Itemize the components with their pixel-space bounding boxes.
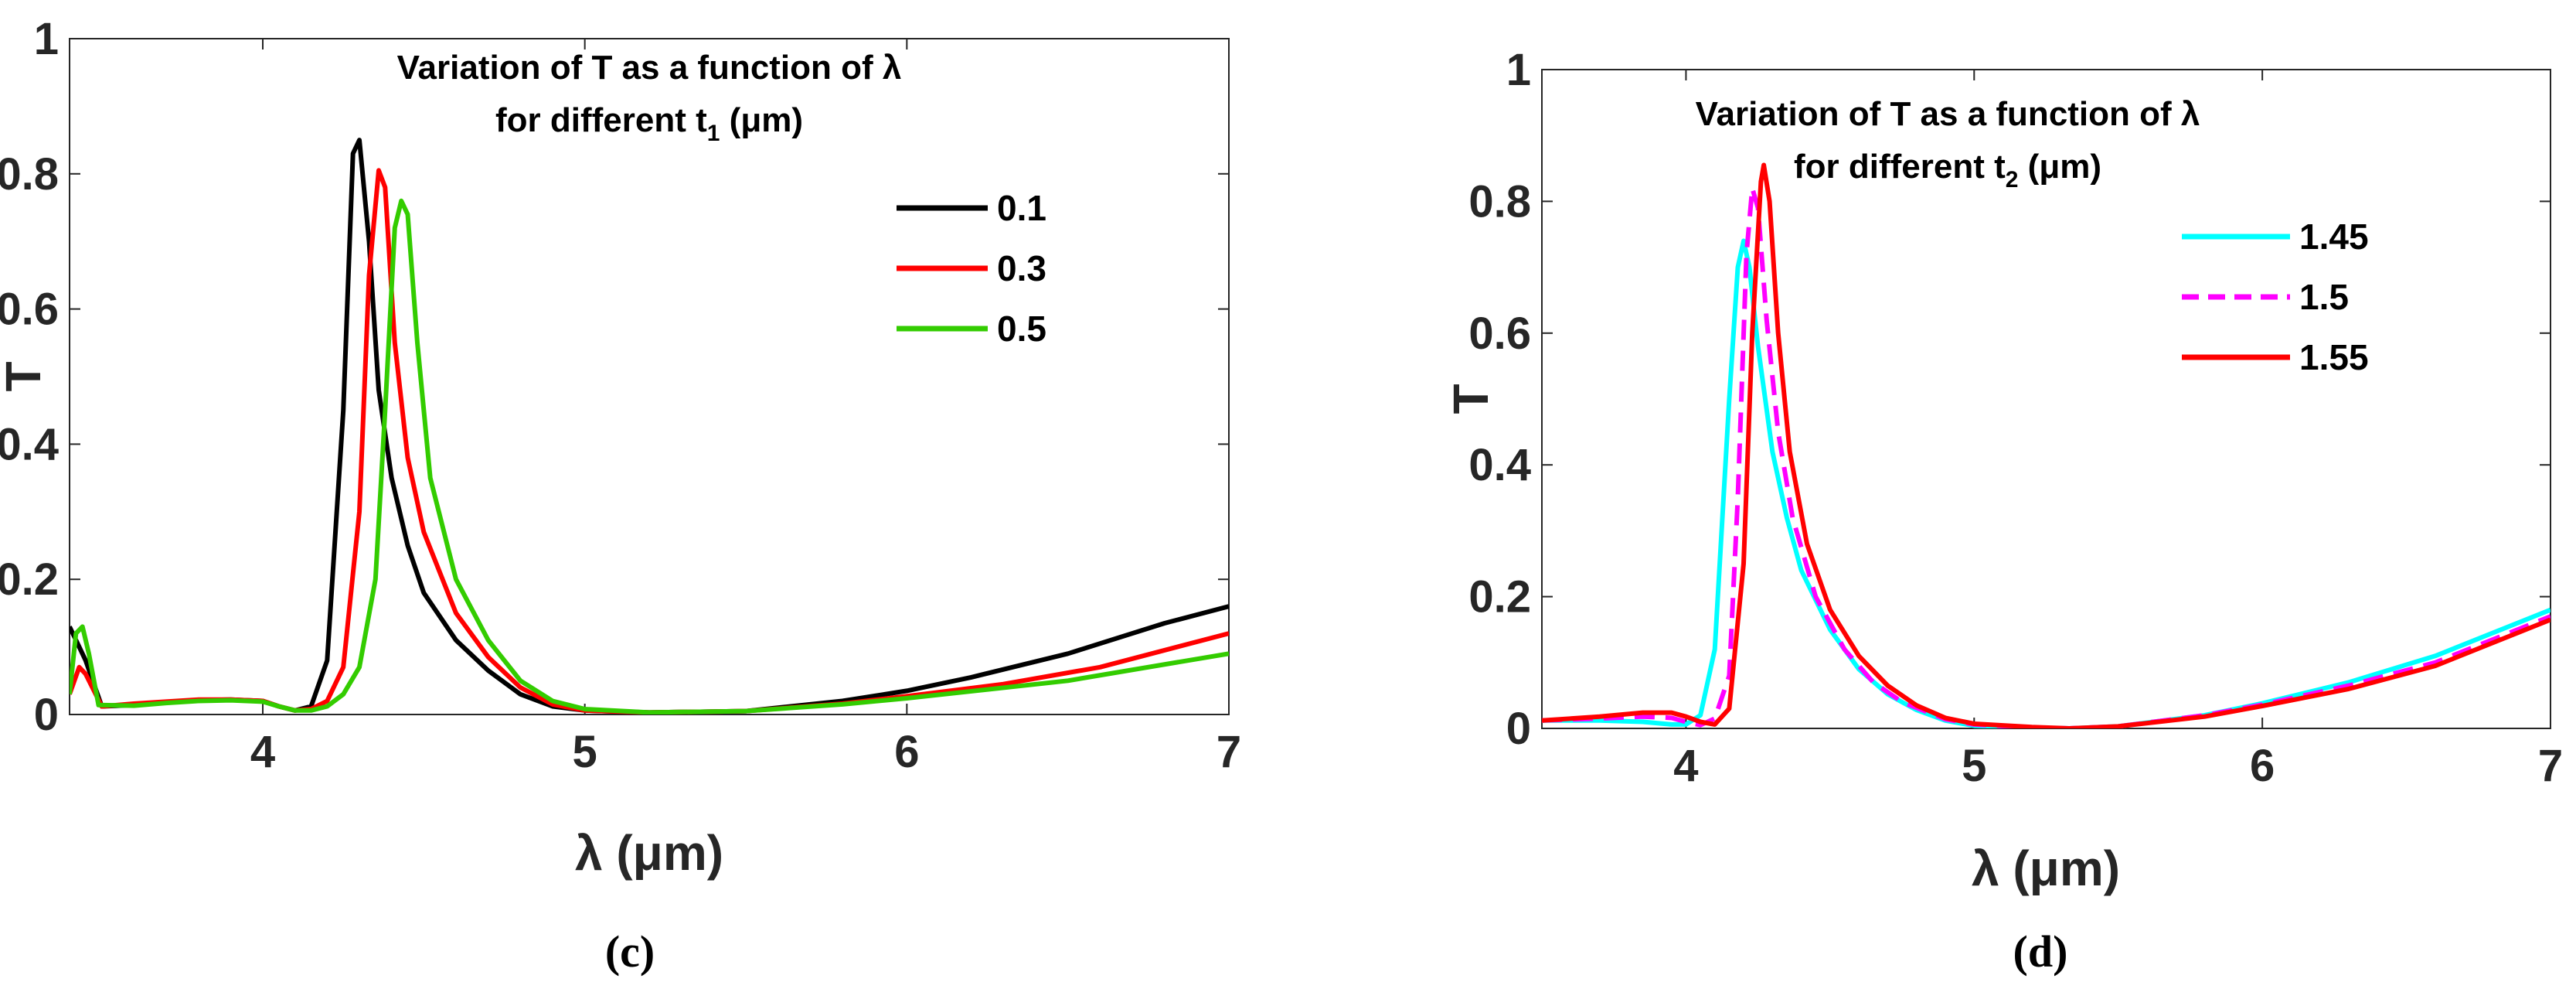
chart-title-d-line2: for different t2 (μm): [1794, 148, 2101, 193]
x-axis-label-d: λ (μm): [1972, 841, 2120, 896]
y-tick-label: 0: [1506, 704, 1531, 754]
plot-area-d: [1541, 69, 2551, 729]
legend-d: 1.45 1.5 1.55: [2182, 217, 2369, 377]
series-lines-d: [1542, 162, 2550, 728]
x-tick-label: 6: [894, 727, 919, 777]
legend-c: 0.1 0.3 0.5: [897, 188, 1046, 349]
y-tick-label: 1: [1506, 45, 1531, 95]
y-tick-label: 0.4: [1468, 440, 1531, 490]
legend-label: 0.3: [997, 248, 1046, 288]
legend-label: 1.55: [2299, 337, 2369, 377]
legend-label: 0.1: [997, 188, 1046, 228]
x-axis-label-c: λ (μm): [575, 825, 723, 881]
y-tick-label: 0.4: [0, 419, 59, 469]
y-tick-label: 0.6: [1468, 309, 1531, 359]
panel-c: 4 5 6 7 0 0.2 0.4 0.6 0.8 1 Variation of T as a …: [0, 14, 1241, 977]
panel-d: 4 5 6 7 0 0.2 0.4 0.6 0.8 1 Variation of T as a …: [1443, 45, 2563, 977]
series-line-0.5: [70, 198, 1229, 714]
x-tick-label: 7: [2538, 741, 2563, 791]
x-tick-label: 6: [2250, 741, 2275, 791]
series-line-1.55: [1542, 162, 2550, 728]
y-tick-label: 0.8: [0, 149, 59, 200]
chart-title-d-line1: Variation of T as a function of λ: [1696, 95, 2200, 133]
series-lines-c: [70, 138, 1229, 714]
y-tick-label: 0.8: [1468, 176, 1531, 227]
caption-c: (c): [605, 926, 655, 977]
y-tick-label: 1: [34, 14, 59, 64]
legend-label: 0.5: [997, 309, 1046, 349]
y-ticks-c: 0 0.2 0.4 0.6 0.8 1: [0, 14, 1229, 740]
x-ticks-d: 4 5 6 7: [1673, 70, 2563, 791]
y-tick-label: 0: [34, 690, 59, 740]
y-tick-label: 0.6: [0, 285, 59, 335]
y-tick-label: 0.2: [0, 554, 59, 605]
x-tick-label: 5: [1962, 741, 1986, 791]
x-tick-label: 5: [573, 727, 597, 777]
x-ticks-c: 4 5 6 7: [250, 39, 1241, 777]
series-line-1.5: [1542, 186, 2550, 728]
caption-d: (d): [2013, 926, 2068, 977]
x-tick-label: 4: [250, 727, 275, 777]
y-axis-label-d: T: [1443, 384, 1499, 414]
legend-label: 1.5: [2299, 277, 2349, 317]
y-ticks-d: 0 0.2 0.4 0.6 0.8 1: [1468, 45, 2550, 754]
plot-area-c: [69, 38, 1230, 715]
x-tick-label: 7: [1217, 727, 1241, 777]
chart-title-c-line2: for different t1 (μm): [495, 101, 803, 146]
legend-label: 1.45: [2299, 217, 2369, 257]
y-tick-label: 0.2: [1468, 572, 1531, 622]
chart-title-c-line1: Variation of T as a function of λ: [397, 49, 902, 87]
x-tick-label: 4: [1673, 741, 1698, 791]
y-axis-label-c: T: [0, 361, 51, 391]
